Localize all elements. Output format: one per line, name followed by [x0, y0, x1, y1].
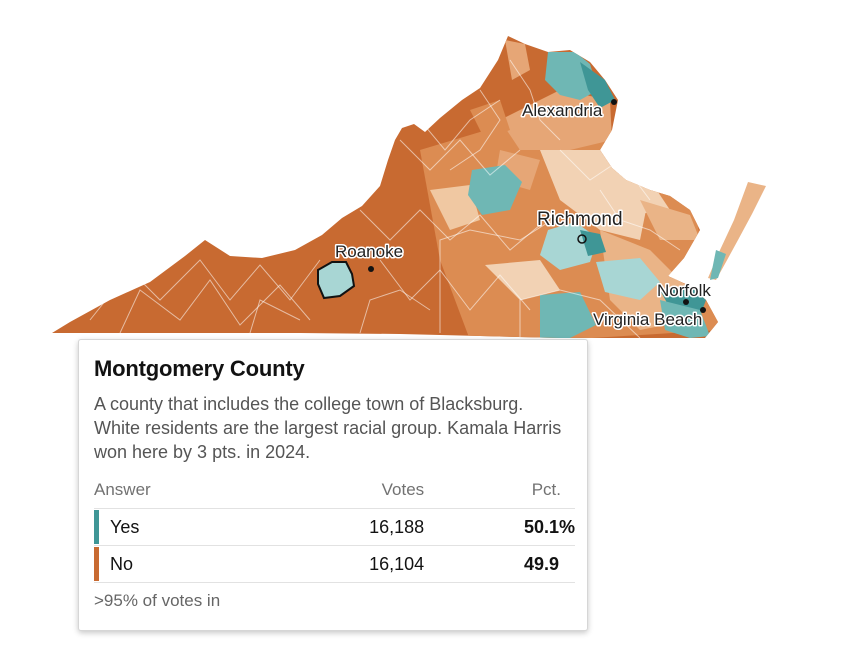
city-label-richmond: Richmond — [537, 209, 623, 230]
result-row-no: No 16,104 49.9 — [94, 545, 575, 583]
city-label-roanoke: Roanoke — [335, 242, 403, 261]
no-color-swatch — [94, 547, 99, 581]
county-description: A county that includes the college town … — [94, 394, 562, 462]
virginia-beach-marker — [700, 307, 706, 313]
county-tooltip: Montgomery County A county that includes… — [78, 339, 588, 631]
votes-cell: 16,188 — [261, 508, 425, 546]
city-label-alexandria: Alexandria — [522, 101, 603, 120]
city-label-virginia-beach: Virginia Beach — [593, 310, 702, 329]
pct-cell: 50.1% — [424, 508, 575, 546]
pct-cell: 49.9 — [424, 545, 575, 583]
answer-column-header: Answer — [94, 474, 262, 509]
reporting-status: >95% of votes in — [94, 591, 221, 610]
answer-label: No — [110, 553, 134, 574]
county-fills[interactable] — [40, 20, 740, 350]
answer-cell: Yes — [94, 508, 262, 546]
richmond-marker — [577, 234, 587, 244]
votes-column-header: Votes — [261, 474, 425, 509]
eastern-shore-county[interactable] — [710, 250, 726, 280]
norfolk-marker — [683, 299, 689, 305]
city-label-norfolk: Norfolk — [657, 281, 711, 300]
pct-column-header: Pct. — [424, 474, 575, 509]
selected-county-outline[interactable] — [317, 261, 356, 300]
results-header-row: Answer Votes Pct. — [94, 474, 575, 509]
alexandria-marker — [611, 99, 617, 105]
result-row-yes: Yes 16,188 50.1% — [94, 508, 575, 546]
votes-cell: 16,104 — [261, 545, 425, 583]
results-table: Answer Votes Pct. Yes 16,188 50.1% No 16… — [94, 474, 575, 583]
roanoke-marker — [368, 266, 374, 272]
answer-cell: No — [94, 545, 262, 583]
county-name: Montgomery County — [94, 356, 305, 381]
yes-color-swatch — [94, 510, 99, 544]
answer-label: Yes — [110, 516, 140, 537]
